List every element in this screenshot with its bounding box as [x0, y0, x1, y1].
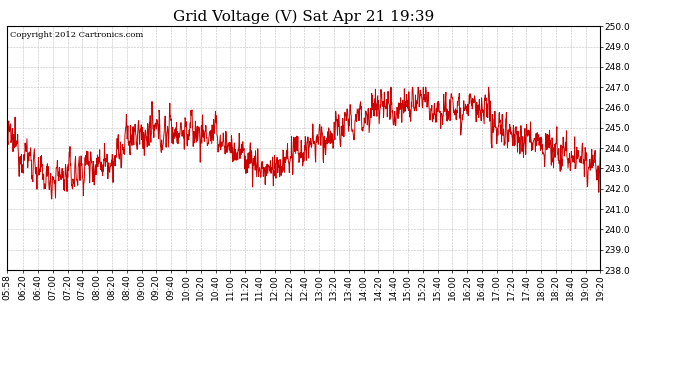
Title: Grid Voltage (V) Sat Apr 21 19:39: Grid Voltage (V) Sat Apr 21 19:39	[173, 9, 434, 24]
Text: Copyright 2012 Cartronics.com: Copyright 2012 Cartronics.com	[10, 31, 143, 39]
